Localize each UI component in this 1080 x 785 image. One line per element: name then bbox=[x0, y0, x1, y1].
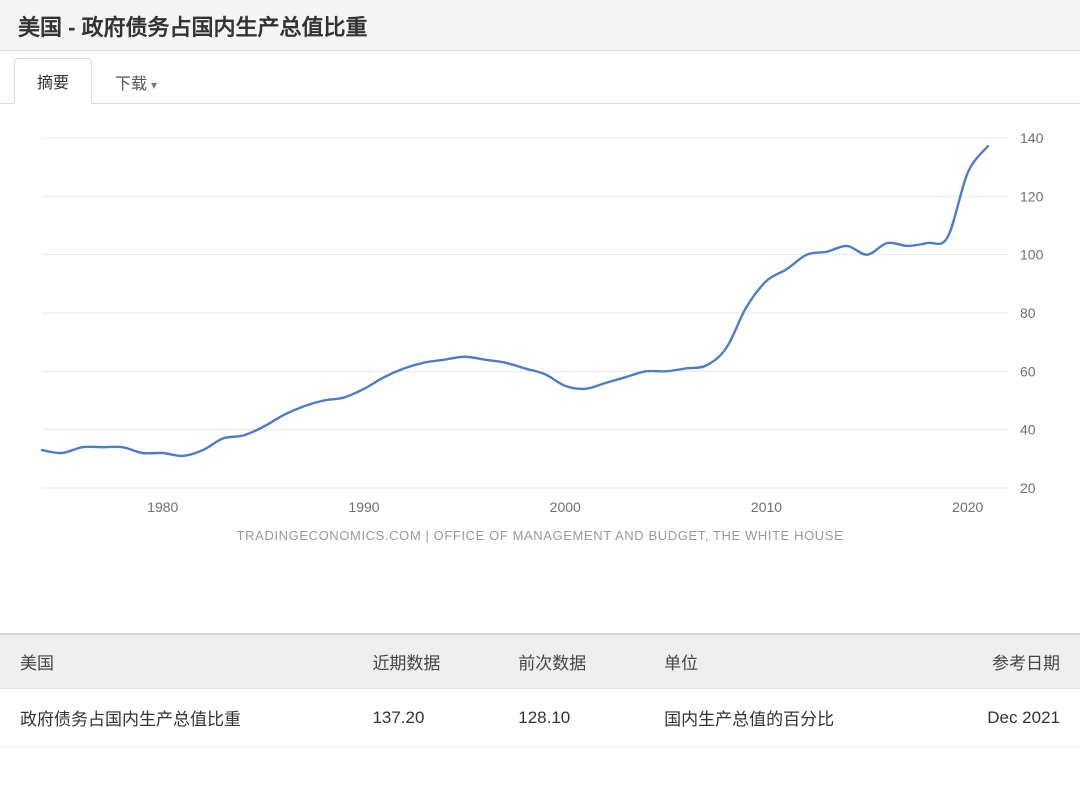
col-unit: 单位 bbox=[644, 634, 928, 689]
page-title: 美国 - 政府债务占国内生产总值比重 bbox=[18, 10, 1062, 42]
svg-text:1980: 1980 bbox=[147, 499, 178, 515]
tab-download-label: 下载 bbox=[115, 76, 147, 93]
chart-source: TRADINGECONOMICS.COM | OFFICE OF MANAGEM… bbox=[0, 522, 1080, 573]
chart-container: 20 40 60 80 100 120 140 1980 1990 2000 2010 2020 bbox=[0, 104, 1080, 522]
line-chart: 20 40 60 80 100 120 140 1980 1990 2000 2010 2020 bbox=[12, 122, 1068, 522]
col-previous: 前次数据 bbox=[498, 634, 644, 689]
tab-download[interactable]: 下载 ▾ bbox=[92, 58, 180, 104]
svg-text:80: 80 bbox=[1020, 305, 1036, 321]
data-table: 美国 近期数据 前次数据 单位 参考日期 政府债务占国内生产总值比重 137.2… bbox=[0, 633, 1080, 747]
svg-text:120: 120 bbox=[1020, 188, 1044, 204]
col-refdate: 参考日期 bbox=[928, 634, 1080, 689]
tab-summary-label: 摘要 bbox=[37, 75, 69, 92]
svg-text:40: 40 bbox=[1020, 422, 1036, 438]
svg-text:100: 100 bbox=[1020, 247, 1044, 263]
table-row: 政府债务占国内生产总值比重 137.20 128.10 国内生产总值的百分比 D… bbox=[0, 689, 1080, 747]
svg-text:1990: 1990 bbox=[348, 499, 379, 515]
cell-label: 政府债务占国内生产总值比重 bbox=[0, 689, 352, 747]
cell-recent: 137.20 bbox=[352, 689, 498, 747]
cell-unit: 国内生产总值的百分比 bbox=[644, 689, 928, 747]
cell-refdate: Dec 2021 bbox=[928, 689, 1080, 747]
svg-text:2010: 2010 bbox=[751, 499, 782, 515]
table-header-row: 美国 近期数据 前次数据 单位 参考日期 bbox=[0, 634, 1080, 689]
tabs-bar: 摘要 下载 ▾ bbox=[0, 57, 1080, 104]
svg-text:2020: 2020 bbox=[952, 499, 983, 515]
svg-text:20: 20 bbox=[1020, 480, 1036, 496]
col-recent: 近期数据 bbox=[352, 634, 498, 689]
chevron-down-icon: ▾ bbox=[151, 78, 157, 92]
svg-text:60: 60 bbox=[1020, 363, 1036, 379]
col-country: 美国 bbox=[0, 634, 352, 689]
page-header: 美国 - 政府债务占国内生产总值比重 bbox=[0, 0, 1080, 51]
tab-summary[interactable]: 摘要 bbox=[14, 58, 92, 104]
cell-previous: 128.10 bbox=[498, 689, 644, 747]
svg-text:140: 140 bbox=[1020, 130, 1044, 146]
svg-text:2000: 2000 bbox=[550, 499, 581, 515]
